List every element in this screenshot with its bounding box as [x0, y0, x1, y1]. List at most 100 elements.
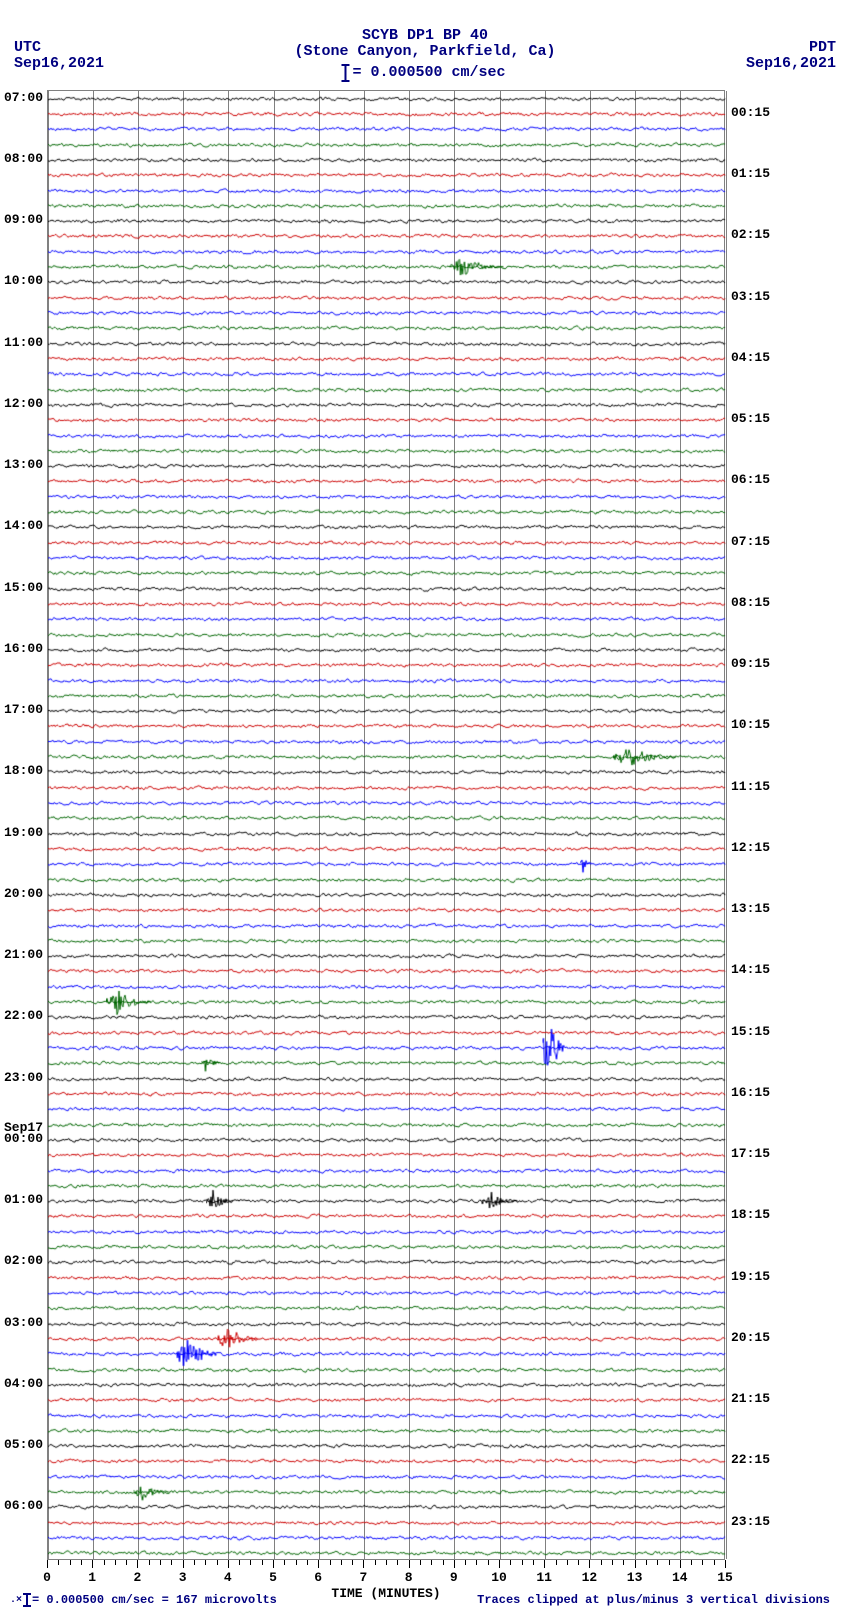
footer-dot: .×: [10, 1595, 22, 1606]
seismic-trace: [48, 140, 726, 180]
x-tick-minor: [397, 1560, 398, 1565]
seismic-trace: [48, 324, 726, 364]
x-tick-label: 6: [314, 1570, 322, 1585]
x-tick: [454, 1560, 455, 1568]
seismic-trace: [48, 201, 726, 241]
x-tick-minor: [657, 1560, 658, 1565]
x-tick: [544, 1560, 545, 1568]
seismic-trace: [48, 768, 726, 808]
x-tick-label: 5: [269, 1570, 277, 1585]
x-tick-minor: [375, 1560, 376, 1565]
seismic-trace: [48, 416, 726, 456]
grid-line: [228, 91, 229, 1559]
x-tick-minor: [126, 1560, 127, 1565]
x-tick-label: 2: [133, 1570, 141, 1585]
seismic-trace: [48, 171, 726, 211]
pdt-time-label: 01:15: [731, 166, 770, 181]
seismic-trace: [48, 584, 726, 624]
x-tick-label: 11: [536, 1570, 552, 1585]
seismic-trace: [48, 722, 726, 762]
seismic-trace: [48, 1304, 726, 1344]
x-tick-minor: [341, 1560, 342, 1565]
seismic-trace: [48, 844, 726, 884]
x-tick: [635, 1560, 636, 1568]
x-tick-label: 1: [88, 1570, 96, 1585]
seismic-trace: [48, 431, 726, 471]
utc-time-label: 08:00: [4, 151, 43, 166]
x-tick-minor: [612, 1560, 613, 1565]
x-tick-minor: [58, 1560, 59, 1565]
x-tick-minor: [352, 1560, 353, 1565]
seismogram-plot: [47, 90, 725, 1560]
utc-time-label: 15:00: [4, 580, 43, 595]
seismic-trace: [48, 1166, 726, 1206]
x-tick: [725, 1560, 726, 1568]
grid-line: [726, 91, 727, 1559]
seismic-event: [543, 1012, 566, 1084]
x-tick-minor: [205, 1560, 206, 1565]
seismic-trace: [48, 1518, 726, 1558]
seismic-trace: [48, 262, 726, 302]
seismic-trace: [48, 691, 726, 731]
seismic-trace: [48, 706, 726, 746]
seismic-trace: [48, 599, 726, 639]
seismic-trace: [48, 997, 726, 1037]
seismic-trace: [48, 829, 726, 869]
utc-time-label: 17:00: [4, 702, 43, 717]
seismic-trace: [48, 783, 726, 823]
x-tick-label: 13: [627, 1570, 643, 1585]
seismic-trace: [48, 186, 726, 226]
x-axis-title: TIME (MINUTES): [331, 1586, 440, 1601]
x-tick-minor: [533, 1560, 534, 1565]
x-tick-minor: [465, 1560, 466, 1565]
seismic-trace: [48, 1396, 726, 1436]
seismic-trace: [48, 1120, 726, 1160]
x-tick: [137, 1560, 138, 1568]
pdt-time-label: 06:15: [731, 472, 770, 487]
seismic-trace: [48, 890, 726, 930]
seismic-trace: [48, 982, 726, 1022]
utc-time-label: 22:00: [4, 1008, 43, 1023]
seismic-trace: [48, 1151, 726, 1191]
grid-line: [319, 91, 320, 1559]
x-tick-minor: [578, 1560, 579, 1565]
seismic-trace: [48, 676, 726, 716]
x-tick: [273, 1560, 274, 1568]
seismic-trace: [48, 370, 726, 410]
x-tick-minor: [262, 1560, 263, 1565]
x-tick-label: 4: [224, 1570, 232, 1585]
seismic-trace: [48, 94, 726, 134]
scale-text: = 0.000500 cm/sec: [352, 65, 505, 82]
seismic-trace: [48, 921, 726, 961]
utc-time-label: 03:00: [4, 1315, 43, 1330]
grid-line: [364, 91, 365, 1559]
x-tick-label: 7: [359, 1570, 367, 1585]
utc-time-label: 20:00: [4, 886, 43, 901]
pdt-time-label: 14:15: [731, 962, 770, 977]
seismic-event: [206, 1189, 234, 1213]
x-tick: [409, 1560, 410, 1568]
pdt-time-label: 04:15: [731, 350, 770, 365]
seismic-trace: [48, 1503, 726, 1543]
pdt-time-label: 19:15: [731, 1269, 770, 1284]
pdt-time-label: 00:15: [731, 105, 770, 120]
x-tick-minor: [115, 1560, 116, 1565]
utc-date-break: Sep17: [4, 1120, 43, 1135]
utc-time-label: 04:00: [4, 1376, 43, 1391]
pdt-time-label: 08:15: [731, 595, 770, 610]
x-tick-minor: [556, 1560, 557, 1565]
grid-line: [635, 91, 636, 1559]
x-tick: [680, 1560, 681, 1568]
x-tick-minor: [420, 1560, 421, 1565]
seismic-trace: [48, 1013, 726, 1053]
x-tick-label: 12: [582, 1570, 598, 1585]
utc-time-label: 01:00: [4, 1192, 43, 1207]
utc-time-label: 21:00: [4, 947, 43, 962]
pdt-time-label: 15:15: [731, 1024, 770, 1039]
x-tick: [228, 1560, 229, 1568]
seismic-trace: [48, 814, 726, 854]
seismic-trace: [48, 308, 726, 348]
seismic-trace: [48, 538, 726, 578]
grid-line: [183, 91, 184, 1559]
seismic-trace: [48, 1135, 726, 1175]
